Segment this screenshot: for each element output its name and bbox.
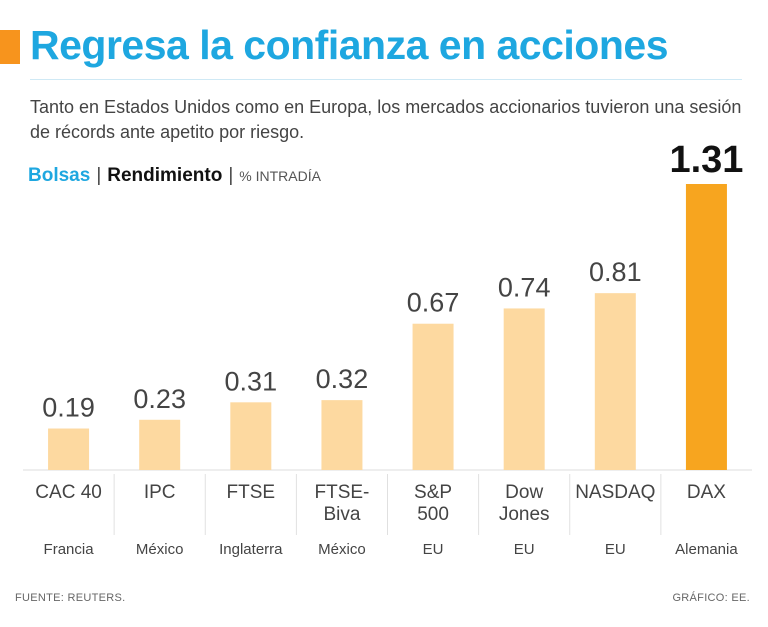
country-label-5: EU	[514, 541, 535, 558]
title-divider	[30, 79, 742, 80]
bar-1	[139, 419, 181, 470]
chart-subtitle: Tanto en Estados Unidos como en Europa, …	[30, 97, 742, 142]
category-label-3: FTSE-Biva	[314, 482, 369, 525]
bar-4	[412, 323, 454, 470]
source-note: FUENTE: REUTERS.	[15, 592, 126, 604]
country-label-1: México	[136, 541, 184, 558]
legend-bolsas: Bolsas	[28, 165, 91, 186]
title-accent-bar	[0, 30, 20, 64]
value-label-1: 0.23	[133, 384, 186, 414]
value-label-2: 0.31	[225, 366, 278, 396]
country-label-4: EU	[423, 541, 444, 558]
value-label-7: 1.31	[669, 139, 743, 181]
legend-separator: |	[96, 165, 102, 186]
country-label-0: Francia	[44, 541, 95, 558]
category-label-5: Dow Jones	[499, 482, 550, 525]
legend-rendimiento: Rendimiento	[107, 165, 223, 186]
value-label-4: 0.67	[407, 288, 460, 318]
bar-2	[230, 402, 272, 470]
country-label-6: EU	[605, 541, 626, 558]
bar-0	[48, 428, 90, 470]
value-label-5: 0.74	[498, 272, 551, 302]
value-label-3: 0.32	[316, 364, 369, 394]
legend: Bolsas | Rendimiento |% INTRADÍA	[28, 165, 321, 187]
category-label-0: CAC 40	[35, 482, 102, 503]
category-label-6: NASDAQ	[575, 482, 655, 503]
graphic-credit: GRÁFICO: EE.	[672, 592, 750, 604]
category-label-1: IPC	[144, 482, 176, 503]
value-label-0: 0.19	[42, 393, 95, 423]
bar-7	[685, 184, 727, 470]
country-label-7: Alemania	[675, 541, 738, 558]
bar-3	[321, 400, 363, 470]
chart-title: Regresa la confianza en acciones	[30, 22, 669, 68]
category-label-2: FTSE	[227, 482, 276, 503]
country-label-3: México	[318, 541, 366, 558]
bar-6	[594, 293, 636, 470]
legend-separator-2: |	[228, 165, 234, 186]
value-label-6: 0.81	[589, 257, 642, 287]
bar-5	[503, 308, 545, 470]
legend-unit: % INTRADÍA	[239, 168, 321, 184]
category-label-4: S&P 500	[414, 482, 452, 525]
category-label-7: DAX	[687, 482, 726, 503]
country-label-2: Inglaterra	[219, 541, 283, 558]
